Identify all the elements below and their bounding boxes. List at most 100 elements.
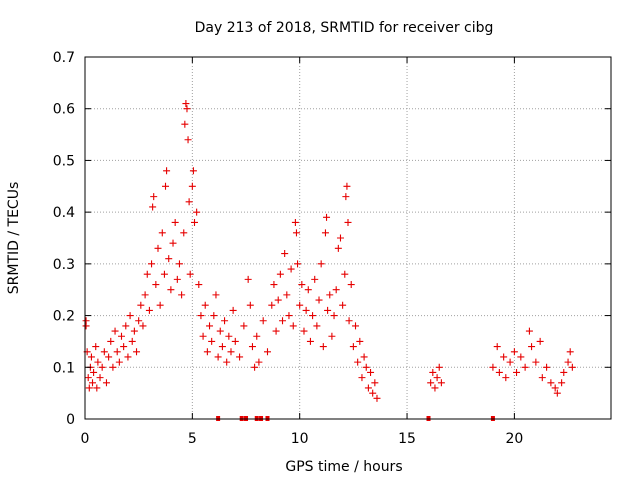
data-point [326, 291, 334, 299]
data-point [197, 312, 205, 320]
x-tick-label: 15 [398, 431, 416, 447]
data-point [429, 368, 437, 376]
data-point [302, 306, 310, 314]
data-point [343, 182, 351, 190]
data-point [538, 374, 546, 382]
data-point [141, 291, 149, 299]
data-point [279, 317, 287, 325]
data-point [246, 301, 254, 309]
data-point [332, 286, 340, 294]
data-point [506, 358, 514, 366]
data-point [181, 120, 189, 128]
data-point [341, 270, 349, 278]
data-point [500, 353, 508, 361]
data-point [227, 348, 235, 356]
data-point [536, 337, 544, 345]
data-point [289, 322, 297, 330]
data-point [167, 286, 175, 294]
data-point [354, 358, 362, 366]
data-point [96, 374, 104, 382]
data-point [371, 379, 379, 387]
data-point [175, 260, 183, 268]
data-point [188, 182, 196, 190]
data-point [437, 379, 445, 387]
data-point [294, 260, 302, 268]
data-point [272, 327, 280, 335]
data-point [216, 327, 224, 335]
data-point [525, 327, 533, 335]
points-layer [82, 100, 576, 421]
data-point [435, 363, 443, 371]
y-tick-label: 0.4 [53, 205, 75, 221]
data-point [115, 358, 123, 366]
data-point [502, 374, 510, 382]
data-point [283, 291, 291, 299]
data-point [364, 384, 372, 392]
data-point [330, 312, 338, 320]
data-point [193, 208, 201, 216]
data-point [263, 348, 271, 356]
data-point [274, 296, 282, 304]
data-point [102, 379, 110, 387]
data-point [251, 363, 259, 371]
data-point [195, 281, 203, 289]
data-point [352, 322, 360, 330]
data-point [212, 291, 220, 299]
data-point [253, 332, 261, 340]
data-point [259, 317, 267, 325]
data-point [566, 348, 574, 356]
y-tick-label: 0.6 [53, 102, 75, 118]
data-point [558, 379, 566, 387]
data-point [319, 343, 327, 351]
data-point [120, 343, 128, 351]
data-point [543, 363, 551, 371]
data-point [154, 244, 162, 252]
data-point [173, 275, 181, 283]
data-point [560, 368, 568, 376]
y-tick-label: 0 [66, 412, 75, 428]
y-axis-title: SRMTID / TECUs [6, 182, 22, 295]
data-point [493, 343, 501, 351]
data-point [183, 105, 191, 113]
data-point [163, 167, 171, 175]
data-point [130, 327, 138, 335]
data-point [521, 363, 529, 371]
data-point [145, 306, 153, 314]
data-point [324, 306, 332, 314]
data-point [171, 218, 179, 226]
data-point [306, 337, 314, 345]
data-point [189, 167, 197, 175]
data-point [298, 281, 306, 289]
data-point [334, 244, 342, 252]
data-point [268, 301, 276, 309]
data-point [291, 218, 299, 226]
data-point [165, 255, 173, 263]
data-point [344, 218, 352, 226]
data-point [135, 317, 143, 325]
data-point [309, 312, 317, 320]
data-point [285, 312, 293, 320]
data-point [210, 312, 218, 320]
data-point [255, 358, 263, 366]
data-point [564, 358, 572, 366]
data-point [367, 368, 375, 376]
data-point [339, 301, 347, 309]
data-point [369, 389, 377, 397]
data-point [287, 265, 295, 273]
data-point [568, 363, 576, 371]
data-point [143, 270, 151, 278]
data-point [82, 317, 90, 325]
data-point [100, 348, 108, 356]
data-point [311, 275, 319, 283]
axis-layer: 0 0.1 0.2 0.3 0.4 0.5 0.6 0.7 0 5 10 15 20 [53, 50, 612, 447]
data-point [223, 358, 231, 366]
data-point [124, 353, 132, 361]
x-tick-label: 10 [291, 431, 309, 447]
data-point [186, 270, 194, 278]
x-tick-label: 20 [505, 431, 523, 447]
data-point [152, 281, 160, 289]
data-point [150, 193, 158, 201]
data-point [510, 348, 518, 356]
data-point [148, 260, 156, 268]
